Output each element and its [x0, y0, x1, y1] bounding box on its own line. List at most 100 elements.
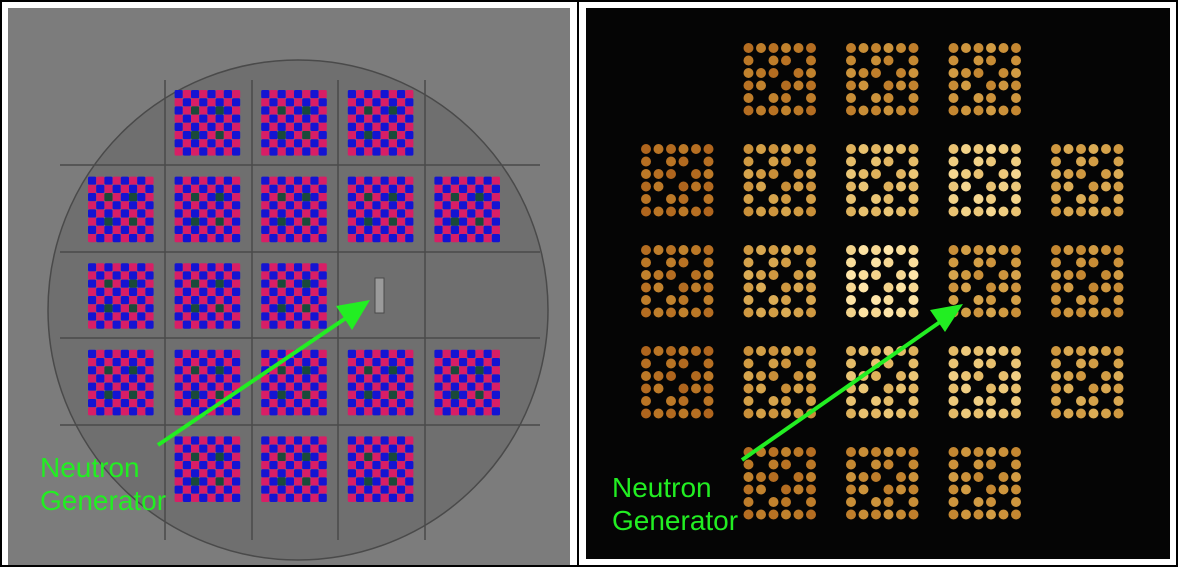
fuel-assembly-image [743, 447, 816, 520]
fuel-pin [129, 234, 138, 243]
fuel-pin [174, 436, 183, 445]
fuel-pin [491, 225, 500, 234]
fuel-pin [388, 452, 397, 461]
fuel-pin [232, 176, 241, 185]
fuel-pin [347, 131, 356, 140]
fuel-pin [302, 382, 311, 391]
pin-glow [756, 181, 766, 192]
fuel-pin [318, 436, 327, 445]
fuel-pin [104, 320, 113, 329]
pin-glow [871, 295, 881, 305]
fuel-pin [277, 122, 286, 131]
fuel-pin [483, 349, 492, 358]
fuel-pin [285, 90, 294, 99]
fuel-pin [318, 320, 327, 329]
fuel-pin [261, 106, 270, 115]
pin-glow [998, 371, 1009, 381]
fuel-assembly-image [1051, 144, 1124, 217]
fuel-pin [356, 225, 365, 234]
pin-glow [703, 307, 714, 318]
fuel-pin [318, 477, 327, 486]
pin-glow [691, 408, 701, 419]
pin-glow [896, 245, 906, 255]
pin-glow [756, 383, 766, 394]
fuel-pin [372, 382, 381, 391]
fuel-pin [120, 271, 129, 280]
pin-glow [678, 295, 689, 305]
fuel-pin [174, 304, 183, 313]
fuel-pin [459, 176, 468, 185]
fuel-pin [450, 234, 459, 243]
pin-glow [806, 459, 816, 470]
pin-glow [998, 105, 1009, 116]
fuel-pin [223, 374, 232, 383]
fuel-pin [397, 349, 406, 358]
fuel-pin [434, 349, 443, 358]
fuel-pin [88, 234, 97, 243]
pin-glow [666, 408, 676, 419]
fuel-pin [318, 131, 327, 140]
pin-glow [961, 282, 971, 293]
pin-glow [793, 270, 804, 280]
fuel-pin [347, 390, 356, 399]
pin-glow [973, 206, 984, 217]
fuel-pin [182, 349, 191, 358]
fuel-pin [261, 184, 270, 193]
fuel-pin [356, 114, 365, 123]
fuel-pin [356, 477, 365, 486]
fuel-pin [475, 399, 484, 408]
pin-glow [641, 156, 651, 167]
fuel-pin [467, 349, 476, 358]
fuel-pin [294, 209, 303, 218]
pin-glow [703, 358, 714, 369]
fuel-pin [96, 390, 105, 399]
fuel-pin [294, 366, 303, 375]
fuel-pin [96, 287, 105, 296]
pin-glow [973, 270, 984, 280]
fuel-pin [347, 201, 356, 210]
fuel-pin [388, 444, 397, 453]
fuel-pin [467, 176, 476, 185]
fuel-pin [112, 296, 121, 305]
fuel-pin [405, 122, 414, 131]
fuel-pin [434, 366, 443, 375]
fuel-pin [450, 217, 459, 226]
fuel-pin [302, 225, 311, 234]
pin-glow [871, 509, 881, 520]
fuel-pin [120, 225, 129, 234]
fuel-pin [356, 493, 365, 502]
fuel-pin [294, 390, 303, 399]
fuel-pin [467, 234, 476, 243]
fuel-pin [215, 485, 224, 494]
pin-glow [1076, 408, 1086, 419]
pin-glow [1088, 156, 1099, 167]
fuel-pin [294, 217, 303, 226]
fuel-pin [145, 193, 154, 202]
pin-glow [998, 43, 1009, 53]
fuel-pin [261, 469, 270, 478]
fuel-pin [104, 279, 113, 288]
fuel-pin [434, 399, 443, 408]
fuel-pin [191, 217, 200, 226]
fuel-pin [318, 382, 327, 391]
pin-glow [703, 181, 714, 192]
fuel-pin [356, 382, 365, 391]
fuel-pin [96, 320, 105, 329]
fuel-pin [380, 217, 389, 226]
pin-glow [666, 270, 676, 280]
pin-glow [871, 169, 881, 179]
fuel-pin [356, 147, 365, 156]
fuel-pin [223, 184, 232, 193]
fuel-pin [269, 209, 278, 218]
pin-glow [858, 80, 869, 91]
fuel-pin [380, 131, 389, 140]
pin-glow [883, 55, 894, 66]
fuel-pin [269, 271, 278, 280]
fuel-assembly-image [948, 43, 1021, 116]
pin-glow [781, 447, 791, 457]
pin-glow [1051, 181, 1061, 192]
fuel-pin [310, 234, 319, 243]
pin-glow [998, 472, 1009, 482]
pin-glow [1076, 206, 1086, 217]
fuel-pin [191, 399, 200, 408]
